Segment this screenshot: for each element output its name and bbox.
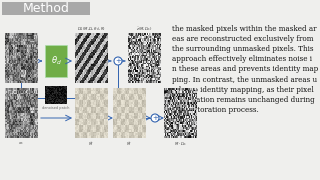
Text: $D_\Omega(M,\Omega,\theta_d,R)$: $D_\Omega(M,\Omega,\theta_d,R)$ [76,25,106,33]
Text: +: + [152,115,158,121]
Text: the masked pixels within the masked ar
eas are reconstructed exclusively from
th: the masked pixels within the masked ar e… [172,25,318,114]
Text: +: + [115,58,121,64]
Text: $\tilde{M}$: $\tilde{M}$ [88,140,94,148]
Text: denoised patch: denoised patch [42,106,70,110]
Text: +: + [18,95,24,101]
Bar [45,45,67,77]
Text: $\hat{z}(M,\Omega_s)$: $\hat{z}(M,\Omega_s)$ [136,25,152,33]
Text: $\tilde{M}$: $\tilde{M}$ [126,140,132,148]
Text: $M \cdot \Omega_s$: $M \cdot \Omega_s$ [5,86,18,94]
Text: $x_s$: $x_s$ [18,140,24,147]
Text: Method: Method [23,2,69,15]
Bar [2,2,90,15]
Circle shape [17,94,25,102]
Circle shape [151,114,159,122]
Circle shape [114,57,122,65]
Text: $M \cdot \Omega_s$: $M \cdot \Omega_s$ [174,140,186,148]
Text: $\theta_d$: $\theta_d$ [51,55,61,67]
